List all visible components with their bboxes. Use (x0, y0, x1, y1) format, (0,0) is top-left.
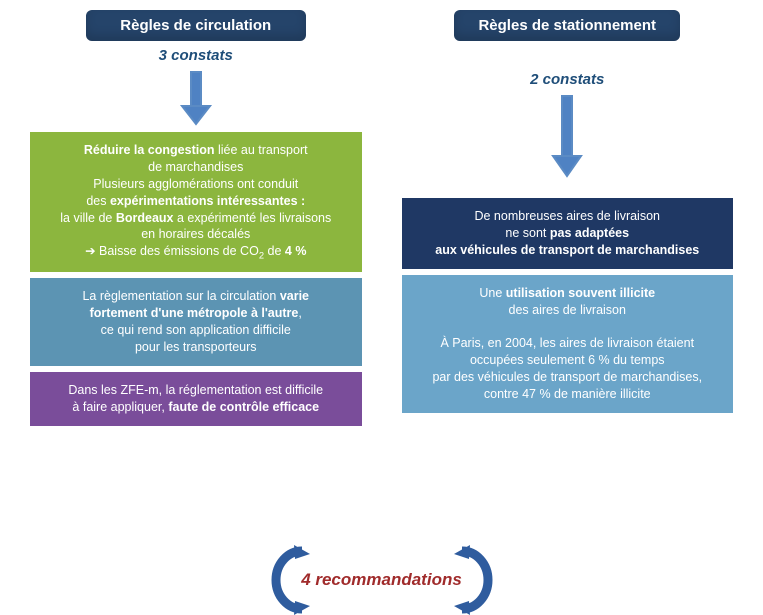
left-column: Règles de circulation 3 constats Réduire… (30, 10, 362, 426)
left-box-1: Réduire la congestion liée au transportd… (30, 132, 362, 272)
arrow-down-icon (178, 70, 214, 128)
columns-container: Règles de circulation 3 constats Réduire… (0, 0, 763, 426)
right-column: Règles de stationnement 2 constats De no… (402, 10, 734, 426)
left-box-2: La règlementation sur la circulation var… (30, 278, 362, 366)
right-box-2: Une utilisation souvent illicitedes aire… (402, 275, 734, 413)
left-header: Règles de circulation (86, 10, 306, 41)
left-subtitle: 3 constats (159, 47, 233, 64)
right-box-1: De nombreuses aires de livraisonne sont … (402, 198, 734, 269)
right-header: Règles de stationnement (454, 10, 680, 41)
bottom-section: 4 recommandations (0, 570, 763, 590)
right-subtitle: 2 constats (530, 71, 604, 88)
arrow-down-icon (549, 94, 585, 180)
left-box-3: Dans les ZFE-m, la réglementation est di… (30, 372, 362, 426)
bottom-label: 4 recommandations (301, 570, 462, 590)
